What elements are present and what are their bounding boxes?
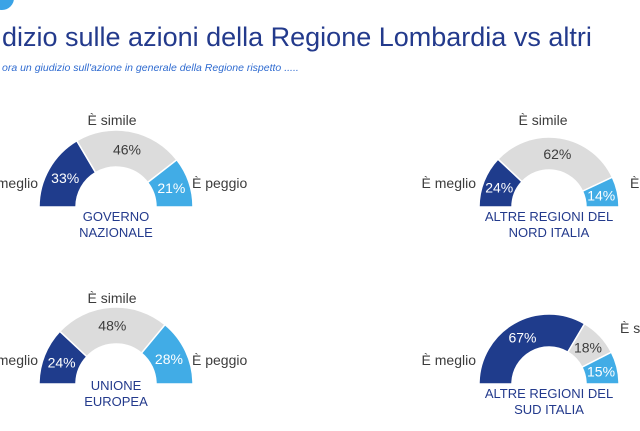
- page-title: dizio sulle azioni della Regione Lombard…: [2, 22, 592, 52]
- category-label-simile: È simile: [518, 112, 567, 128]
- chart-3: 24% 48% 28% meglio È simile È peggio UNIONEEUR…: [0, 290, 247, 409]
- value-label-meglio: 24%: [48, 354, 76, 370]
- segment-simile: [75, 129, 178, 184]
- segment-meglio: [478, 313, 586, 385]
- page-subtitle: ora un giudizio sull'azione in generale …: [2, 62, 299, 74]
- value-label-peggio: 28%: [155, 351, 183, 367]
- category-label-peggio: È s: [620, 320, 640, 336]
- segment-peggio: [146, 158, 194, 208]
- value-label-meglio: 24%: [485, 179, 513, 195]
- chart-caption-line: ALTRE REGIONI DEL: [485, 386, 613, 401]
- category-label-meglio: meglio: [0, 352, 38, 368]
- chart-caption-line: GOVERNO: [83, 209, 149, 224]
- chart-1: 33% 46% 21% meglio È simile È peggio GOVERNONA…: [0, 112, 247, 240]
- category-label-peggio: È: [630, 175, 639, 191]
- value-label-simile: 46%: [113, 142, 141, 158]
- value-label-simile: 48%: [98, 318, 126, 334]
- segment-peggio: [581, 176, 620, 208]
- chart-caption-line: NORD ITALIA: [509, 225, 590, 240]
- value-label-peggio: 15%: [587, 364, 615, 380]
- category-label-peggio: È peggio: [192, 352, 247, 368]
- segment-peggio: [580, 351, 620, 385]
- segment-peggio: [140, 323, 194, 385]
- chart-2: 24% 62% 14% È meglio È simile È ALTRE REGIONI …: [422, 112, 640, 240]
- chart-4: 67% 18% 15% È meglio È s ALTRE REGIONI DELSUD…: [422, 313, 640, 417]
- value-label-meglio: 67%: [508, 330, 536, 346]
- chart-caption-line: EUROPEA: [84, 394, 148, 409]
- category-label-simile: È simile: [87, 112, 136, 128]
- chart-caption-line: SUD ITALIA: [514, 402, 584, 417]
- value-label-simile: 18%: [574, 339, 602, 355]
- category-label-simile: È simile: [87, 290, 136, 306]
- category-label-meglio: meglio: [0, 175, 38, 191]
- value-label-meglio: 33%: [51, 170, 79, 186]
- chart-caption-line: NAZIONALE: [79, 225, 153, 240]
- chart-caption-line: ALTRE REGIONI DEL: [485, 209, 613, 224]
- segment-simile: [496, 136, 614, 193]
- value-label-peggio: 21%: [157, 180, 185, 196]
- logo-badge: [0, 0, 14, 10]
- chart-caption-line: UNIONE: [91, 378, 142, 393]
- category-label-meglio: È meglio: [422, 175, 477, 191]
- value-label-peggio: 14%: [587, 187, 615, 203]
- category-label-meglio: È meglio: [422, 352, 477, 368]
- value-label-simile: 62%: [543, 146, 571, 162]
- category-label-peggio: È peggio: [192, 175, 247, 191]
